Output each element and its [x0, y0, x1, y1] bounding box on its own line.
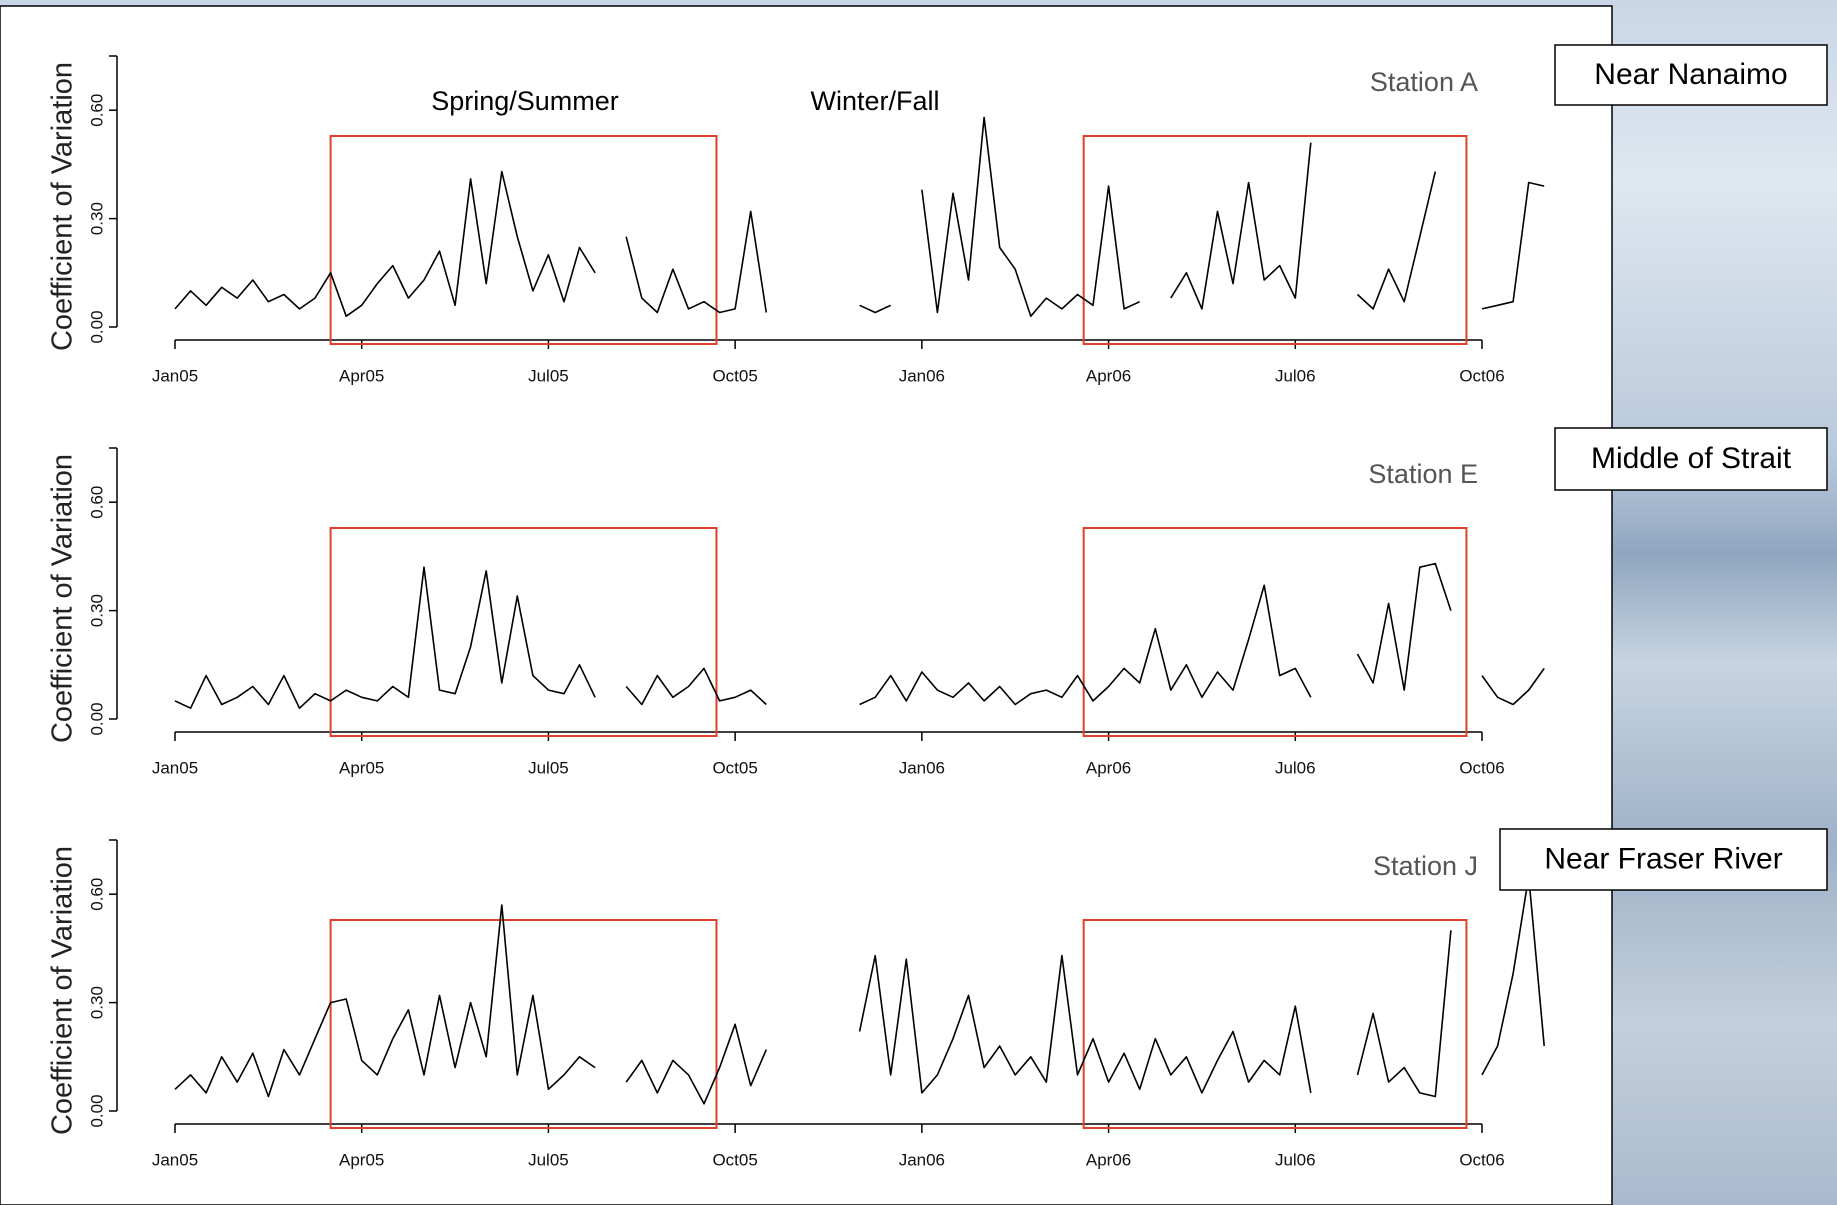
y-tick-label: 0.60: [87, 486, 106, 519]
x-tick-label: Oct06: [1459, 1150, 1504, 1169]
x-tick-label: Jul05: [528, 366, 569, 385]
season-box: [1082, 135, 1468, 345]
region-box: [1554, 427, 1828, 491]
region-label: Near Nanaimo: [1594, 58, 1787, 91]
x-tick-label: Jul06: [1275, 758, 1316, 777]
season-box: [1082, 919, 1468, 1129]
x-tick-label: Jul05: [528, 758, 569, 777]
y-tick-label: 0.00: [87, 310, 106, 343]
data-line: [174, 562, 1545, 709]
y-axis-label: Coefficient of Variation: [47, 62, 79, 351]
y-axis-label: Coefficient of Variation: [47, 454, 79, 743]
season-box: [329, 135, 718, 345]
season-box: [1082, 527, 1468, 737]
data-line: [174, 875, 1545, 1105]
y-tick-label: 0.30: [87, 594, 106, 627]
x-tick-label: Apr06: [1086, 758, 1131, 777]
y-axis-label: Coefficient of Variation: [47, 846, 79, 1135]
y-tick-label: 0.00: [87, 1094, 106, 1127]
x-tick-label: Jan06: [899, 758, 945, 777]
y-tick-label: 0.00: [87, 702, 106, 735]
x-tick-label: Jan05: [152, 366, 198, 385]
x-tick-label: Oct06: [1459, 758, 1504, 777]
x-tick-label: Jul06: [1275, 1150, 1316, 1169]
x-tick-label: Apr06: [1086, 366, 1131, 385]
season-box: [329, 919, 718, 1129]
region-box: [1499, 828, 1828, 891]
x-tick-label: Jul05: [528, 1150, 569, 1169]
x-tick-label: Apr06: [1086, 1150, 1131, 1169]
x-tick-label: Jan05: [152, 1150, 198, 1169]
x-tick-label: Oct05: [712, 1150, 757, 1169]
x-tick-label: Jan05: [152, 758, 198, 777]
y-tick-label: 0.30: [87, 202, 106, 235]
y-tick-label: 0.60: [87, 94, 106, 127]
x-tick-label: Apr05: [339, 758, 384, 777]
station-label: Station E: [1368, 459, 1478, 489]
y-tick-label: 0.60: [87, 878, 106, 911]
x-tick-label: Oct06: [1459, 366, 1504, 385]
region-label: Near Fraser River: [1544, 842, 1782, 875]
region-box: [1554, 44, 1828, 106]
annotation: Winter/Fall: [810, 86, 939, 116]
season-box: [329, 527, 718, 737]
annotation: Spring/Summer: [431, 86, 619, 116]
region-label: Middle of Strait: [1591, 442, 1792, 475]
x-tick-label: Oct05: [712, 758, 757, 777]
x-tick-label: Oct05: [712, 366, 757, 385]
plot-background: [0, 5, 1613, 1205]
station-label: Station J: [1373, 851, 1478, 881]
x-tick-label: Jan06: [899, 366, 945, 385]
x-tick-label: Jan06: [899, 1150, 945, 1169]
y-tick-label: 0.30: [87, 986, 106, 1019]
station-label: Station A: [1370, 67, 1478, 97]
x-tick-label: Apr05: [339, 1150, 384, 1169]
data-line: [174, 116, 1545, 317]
x-tick-label: Jul06: [1275, 366, 1316, 385]
x-tick-label: Apr05: [339, 366, 384, 385]
